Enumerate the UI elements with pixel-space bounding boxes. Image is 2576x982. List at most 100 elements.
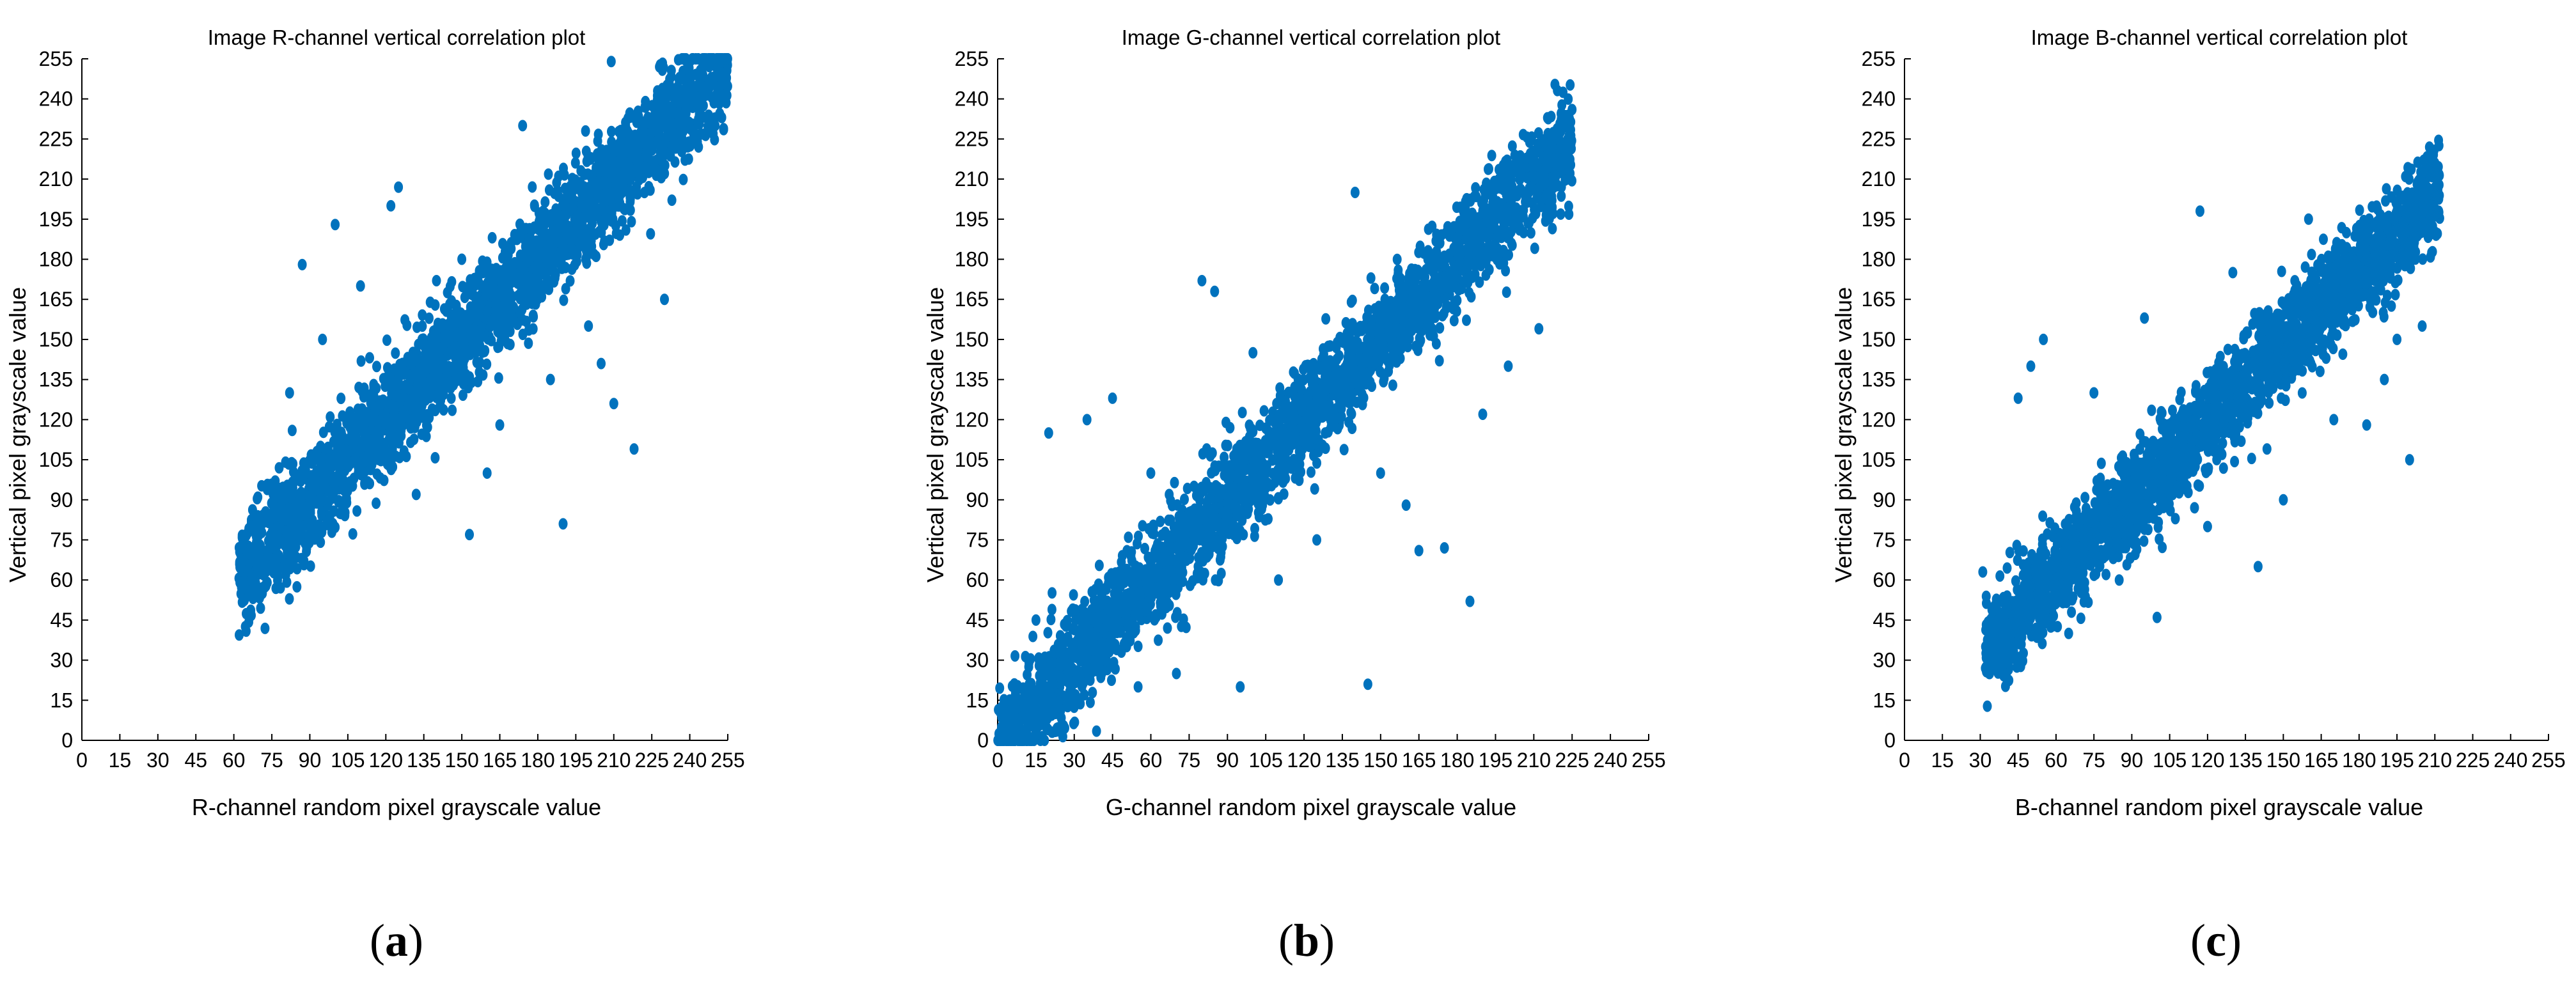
data-point xyxy=(686,55,695,67)
data-point xyxy=(1294,474,1304,487)
y-tick-label: 120 xyxy=(955,408,989,431)
data-point xyxy=(714,58,723,70)
data-point xyxy=(517,285,526,297)
data-point xyxy=(1307,466,1315,478)
data-point xyxy=(1326,360,1335,372)
data-point xyxy=(292,581,302,593)
y-tick-label: 75 xyxy=(50,528,73,551)
data-point xyxy=(1043,627,1053,639)
data-point xyxy=(1388,379,1397,391)
data-point xyxy=(524,337,533,349)
x-tick-label: 60 xyxy=(223,749,246,772)
x-tick-label: 105 xyxy=(331,749,365,772)
data-point xyxy=(667,194,677,207)
data-point xyxy=(620,126,629,138)
data-point xyxy=(602,144,611,157)
data-point xyxy=(463,322,473,333)
data-point xyxy=(274,551,283,563)
data-point xyxy=(1512,189,1522,201)
x-tick-label: 255 xyxy=(1631,749,1665,772)
data-point xyxy=(447,276,457,288)
data-point xyxy=(488,280,498,292)
data-point xyxy=(455,331,465,343)
data-point xyxy=(356,280,365,292)
data-point xyxy=(1156,600,1165,612)
data-point xyxy=(565,275,575,287)
data-point xyxy=(288,476,297,488)
y-tick-label: 150 xyxy=(39,328,73,351)
data-point xyxy=(524,324,533,336)
data-point xyxy=(659,98,668,110)
data-point xyxy=(1564,208,1574,220)
data-point xyxy=(615,229,625,241)
data-point xyxy=(1056,646,1066,659)
data-point xyxy=(1424,223,1433,235)
data-point xyxy=(316,457,326,469)
data-point xyxy=(597,357,606,370)
data-point xyxy=(1040,735,1049,746)
data-point xyxy=(522,256,532,268)
data-point xyxy=(1117,646,1126,658)
data-point xyxy=(1347,408,1356,420)
data-point xyxy=(1548,222,1557,235)
data-point xyxy=(673,86,682,98)
data-point xyxy=(412,321,421,333)
y-tick-label: 90 xyxy=(50,488,73,511)
data-point xyxy=(1479,202,1488,214)
data-point xyxy=(535,214,544,225)
data-point xyxy=(483,305,492,317)
data-point xyxy=(1211,479,1221,492)
data-point xyxy=(316,440,326,453)
data-point xyxy=(317,526,327,538)
x-tick-label: 120 xyxy=(369,749,403,772)
data-point xyxy=(297,258,307,270)
x-tick-label: 180 xyxy=(521,749,554,772)
data-point xyxy=(544,168,553,180)
x-tick-label: 195 xyxy=(1479,749,1512,772)
data-point xyxy=(715,107,725,120)
data-point xyxy=(476,279,485,291)
data-point xyxy=(1339,444,1349,456)
data-point xyxy=(1211,574,1220,586)
data-point xyxy=(425,312,434,324)
chart-title: Image R-channel vertical correlation plo… xyxy=(208,26,586,49)
data-point xyxy=(352,505,362,517)
data-point xyxy=(1310,483,1319,495)
data-point xyxy=(357,403,367,415)
data-point xyxy=(494,372,503,384)
data-point xyxy=(546,373,555,386)
data-point xyxy=(547,259,557,271)
data-point xyxy=(432,347,442,359)
data-point xyxy=(398,357,407,370)
data-point xyxy=(1471,182,1480,194)
x-tick-label: 75 xyxy=(1178,749,1201,772)
data-point xyxy=(481,289,491,301)
data-point xyxy=(402,319,412,331)
data-point xyxy=(381,380,390,393)
data-point xyxy=(640,116,650,128)
data-point xyxy=(425,391,434,403)
data-point xyxy=(447,295,457,307)
y-tick-label: 240 xyxy=(39,88,73,111)
data-point xyxy=(632,133,641,145)
data-point xyxy=(599,238,608,251)
y-tick-label: 105 xyxy=(955,448,989,471)
y-tick-label: 165 xyxy=(955,288,989,311)
data-point xyxy=(694,141,703,153)
data-point xyxy=(432,368,441,380)
data-point xyxy=(395,413,405,425)
data-point xyxy=(522,298,531,310)
data-point xyxy=(524,271,533,283)
data-point xyxy=(714,81,723,93)
data-point xyxy=(496,265,505,277)
data-point xyxy=(472,356,482,368)
data-point xyxy=(679,173,688,185)
y-axis-label: Vertical pixel grayscale value xyxy=(4,287,31,582)
data-point xyxy=(544,283,554,295)
data-point xyxy=(256,517,265,529)
y-tick-label: 60 xyxy=(966,568,989,591)
panel-label: (a) xyxy=(370,915,423,966)
data-point xyxy=(309,474,318,487)
data-point xyxy=(377,448,386,460)
data-point xyxy=(1305,440,1314,453)
